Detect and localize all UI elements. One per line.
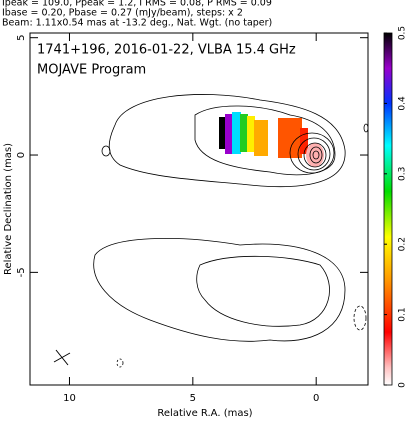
colorbar-tick-label: 0.3 xyxy=(398,167,408,181)
chart-title: 1741+196, 2016-01-22, VLBA 15.4 GHz xyxy=(37,43,296,58)
contours xyxy=(53,94,369,368)
x-tick-label: 5 xyxy=(190,393,196,404)
colorbar-tick-label: 0.5 xyxy=(398,26,408,40)
x-tick-label: 10 xyxy=(63,393,76,404)
plot-frame xyxy=(29,32,369,386)
colorbar-tick-label: 0 xyxy=(398,382,408,388)
colorbar-tick-label: 0.2 xyxy=(398,237,408,251)
header-line: Beam: 1.11x0.54 mas at -13.2 deg., Nat. … xyxy=(2,18,272,29)
colorbar-tick-label: 0.1 xyxy=(398,307,408,321)
colorbar xyxy=(383,32,393,386)
y-tick-label: 5 xyxy=(16,35,27,41)
x-axis-label: Relative R.A. (mas) xyxy=(157,408,252,419)
x-tick-label: 0 xyxy=(313,393,319,404)
y-axis-label: Relative Declination (mas) xyxy=(3,143,14,275)
header-line: Ipeak = 109.0, Ppeak = 1.2, I RMS = 0.08… xyxy=(2,0,272,9)
polarization-image xyxy=(219,112,324,167)
colorbar-tick-label: 0.4 xyxy=(398,96,408,111)
header-line: Ibase = 0.20, Pbase = 0.27 (mJy/beam), s… xyxy=(2,8,243,19)
chart-subtitle: MOJAVE Program xyxy=(37,63,146,78)
y-tick-label: -5 xyxy=(16,267,27,277)
y-tick-label: 0 xyxy=(16,152,27,158)
